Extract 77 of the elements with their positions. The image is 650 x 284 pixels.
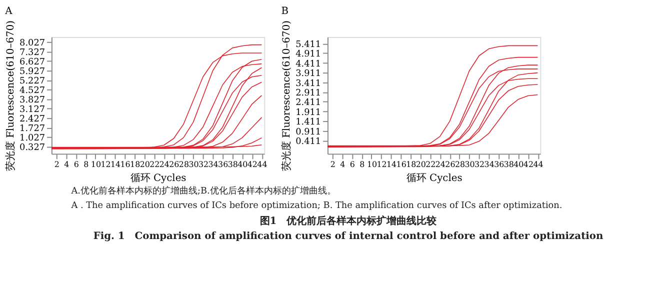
chart-title: B xyxy=(281,6,288,18)
x-tick-label: 44 xyxy=(533,160,544,170)
x-tick-label: 44 xyxy=(257,160,268,170)
x-tick-label: 8 xyxy=(84,160,89,170)
x-axis-title: 循环 Cycles xyxy=(406,172,462,184)
y-tick-label: 2.411 xyxy=(296,98,322,108)
y-tick-label: 1.027 xyxy=(20,134,46,144)
y-tick-label: 4.527 xyxy=(20,86,46,96)
y-axis-title: 荧光度 Fluorescence(610–670) xyxy=(4,20,17,172)
y-tick-label: 0.411 xyxy=(296,136,322,147)
x-tick-label: 24 xyxy=(435,160,446,170)
x-tick-label: 16 xyxy=(120,160,130,170)
y-tick-label: 4.911 xyxy=(296,50,322,60)
x-tick-label: 20 xyxy=(140,160,150,170)
x-tick-label: 26 xyxy=(169,160,180,170)
y-tick-label: 8.027 xyxy=(20,38,46,48)
y-tick-label: 6.627 xyxy=(20,57,46,68)
x-tick-label: 2 xyxy=(54,160,60,170)
x-tick-label: 10 xyxy=(366,160,378,170)
y-tick-label: 2.427 xyxy=(20,114,46,124)
y-tick-label: 5.411 xyxy=(296,40,322,50)
x-tick-label: 40 xyxy=(238,160,248,170)
x-tick-label: 12 xyxy=(376,160,387,170)
y-tick-label: 4.411 xyxy=(296,59,322,70)
x-tick-label: 18 xyxy=(130,160,140,170)
x-tick-label: 38 xyxy=(228,160,238,170)
y-tick-label: 0.327 xyxy=(20,143,46,153)
x-tick-label: 8 xyxy=(360,160,365,170)
x-tick-label: 22 xyxy=(150,160,160,170)
y-tick-label: 3.911 xyxy=(296,69,322,80)
x-tick-label: 4 xyxy=(64,160,70,170)
y-axis-title: 荧光度 Fluorescence(610–670) xyxy=(280,20,293,172)
x-tick-label: 42 xyxy=(247,160,258,170)
y-tick-label: 7.327 xyxy=(20,48,46,58)
text: A.优化前各样本内标的扩增曲线;B.优化后各样本内标的扩增曲线。 xyxy=(70,185,336,196)
y-tick-label: 0.911 xyxy=(296,127,322,138)
x-tick-label: 14 xyxy=(386,160,397,170)
chart-title: A xyxy=(4,6,14,18)
y-tick-label: 5.927 xyxy=(20,66,46,77)
x-tick-label: 34 xyxy=(208,160,218,170)
x-tick-label: 24 xyxy=(159,160,170,170)
x-tick-label: 38 xyxy=(504,160,514,170)
x-tick-label: 42 xyxy=(523,160,534,170)
text: A . The amplification curves of ICs before optimization; B. The amplification curves of ICs after optimization. xyxy=(70,201,562,212)
x-tick-label: 32 xyxy=(474,160,485,170)
y-tick-label: 2.911 xyxy=(296,88,322,98)
x-tick-label: 18 xyxy=(406,160,416,170)
caption: Fig. 1 Comparison of amplification curves of internal control before and after optimization xyxy=(93,230,604,242)
caption: 图1 优化前后各样本内标扩增曲线比较 xyxy=(260,214,438,227)
y-tick-label: 3.127 xyxy=(20,104,46,115)
x-tick-label: 36 xyxy=(218,160,228,170)
x-tick-label: 10 xyxy=(90,160,101,170)
x-tick-label: 2 xyxy=(330,160,336,170)
y-tick-label: 3.411 xyxy=(296,78,322,89)
x-tick-label: 40 xyxy=(514,160,524,170)
x-tick-label: 28 xyxy=(454,160,466,170)
y-tick-label: 5.227 xyxy=(20,76,46,86)
x-tick-label: 36 xyxy=(494,160,504,170)
x-tick-label: 12 xyxy=(100,160,111,170)
x-tick-label: 28 xyxy=(178,160,189,170)
x-tick-label: 14 xyxy=(110,160,121,170)
x-tick-label: 32 xyxy=(198,160,209,170)
y-tick-label: 1.911 xyxy=(296,108,322,118)
x-tick-label: 26 xyxy=(445,160,456,170)
x-tick-label: 30 xyxy=(188,160,199,170)
x-tick-label: 30 xyxy=(464,160,475,170)
x-tick-label: 34 xyxy=(484,160,494,170)
y-tick-label: 1.727 xyxy=(20,124,46,134)
x-tick-label: 6 xyxy=(74,160,79,170)
x-axis-title: 循环 Cycles xyxy=(130,172,186,184)
x-tick-label: 16 xyxy=(396,160,406,170)
x-tick-label: 4 xyxy=(340,160,346,170)
y-tick-label: 1.411 xyxy=(296,118,322,128)
x-tick-label: 20 xyxy=(416,160,426,170)
x-tick-label: 6 xyxy=(350,160,355,170)
x-tick-label: 22 xyxy=(426,160,436,170)
y-tick-label: 3.827 xyxy=(20,95,46,106)
